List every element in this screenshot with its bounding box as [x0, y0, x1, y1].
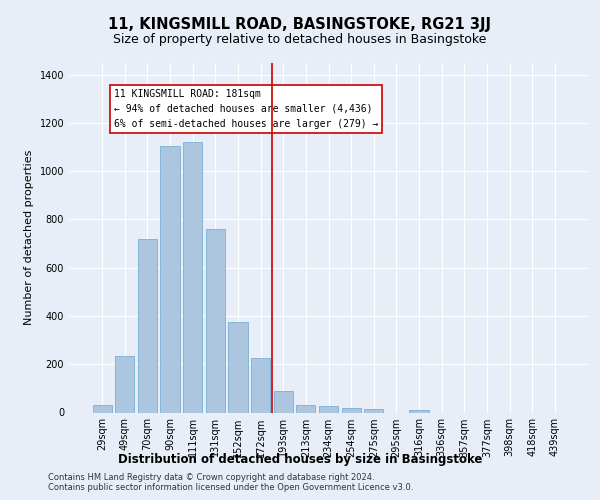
Bar: [206, 229, 225, 412]
Bar: [92, 406, 112, 412]
Bar: [274, 391, 293, 412]
Text: 11, KINGSMILL ROAD, BASINGSTOKE, RG21 3JJ: 11, KINGSMILL ROAD, BASINGSTOKE, RG21 3J…: [109, 18, 491, 32]
Text: Contains public sector information licensed under the Open Government Licence v3: Contains public sector information licen…: [48, 482, 413, 492]
Bar: [115, 356, 134, 412]
Text: Distribution of detached houses by size in Basingstoke: Distribution of detached houses by size …: [118, 452, 482, 466]
Bar: [409, 410, 428, 412]
Bar: [364, 409, 383, 412]
Bar: [341, 408, 361, 412]
Bar: [138, 238, 157, 412]
Bar: [251, 358, 270, 412]
Bar: [296, 406, 316, 412]
Text: Size of property relative to detached houses in Basingstoke: Size of property relative to detached ho…: [113, 32, 487, 46]
Text: Contains HM Land Registry data © Crown copyright and database right 2024.: Contains HM Land Registry data © Crown c…: [48, 472, 374, 482]
Bar: [319, 406, 338, 412]
Text: 11 KINGSMILL ROAD: 181sqm
← 94% of detached houses are smaller (4,436)
6% of sem: 11 KINGSMILL ROAD: 181sqm ← 94% of detac…: [113, 89, 378, 128]
Bar: [229, 322, 248, 412]
Bar: [160, 146, 180, 412]
Y-axis label: Number of detached properties: Number of detached properties: [24, 150, 34, 325]
Bar: [183, 142, 202, 412]
